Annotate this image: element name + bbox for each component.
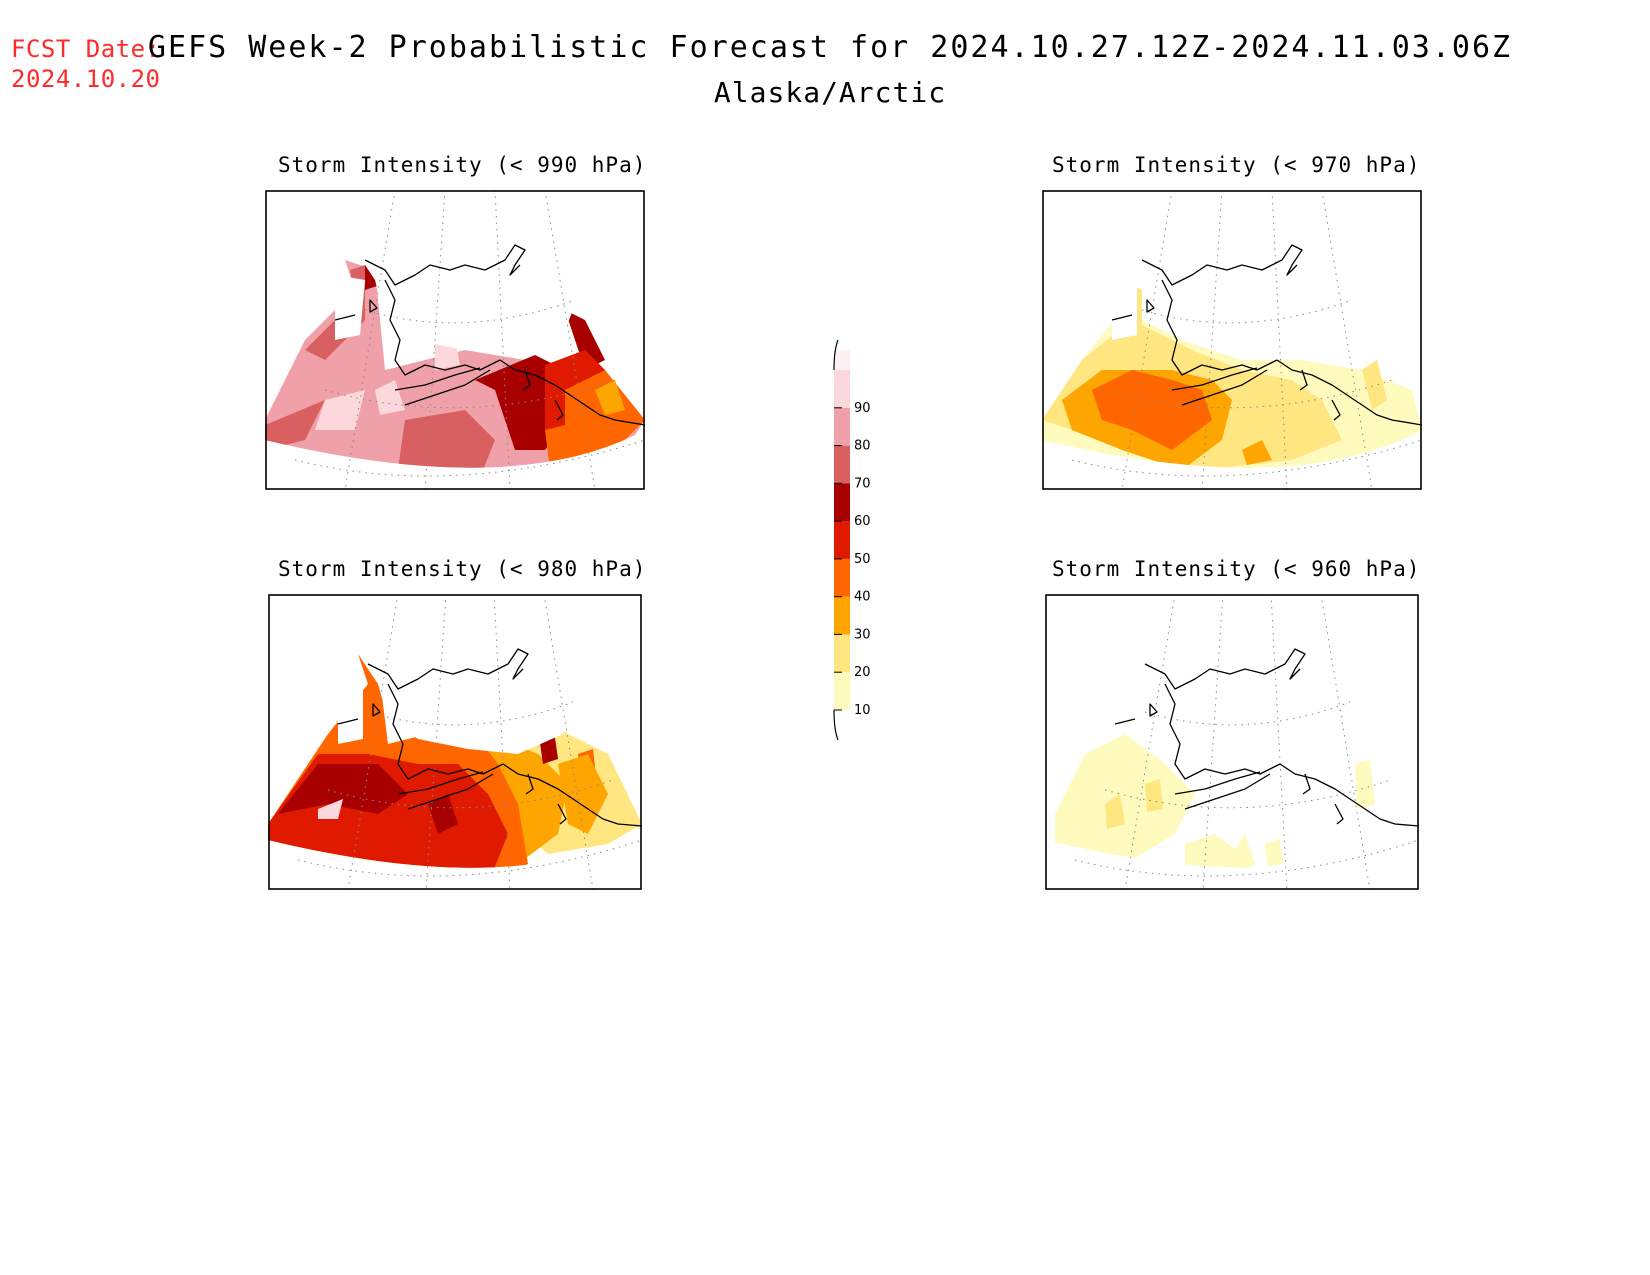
- legend-label-50: 50: [854, 552, 871, 567]
- legend-label-70: 70: [854, 476, 871, 491]
- legend-box-40: [834, 558, 850, 597]
- coastline-990: [334, 244, 645, 426]
- legend-box-10: [834, 672, 850, 710]
- panel-title-960: Storm Intensity (< 960 hPa): [1052, 557, 1421, 581]
- legend-label-20: 20: [854, 665, 871, 680]
- legend-box-80: [834, 407, 850, 446]
- legend-label-60: 60: [854, 514, 871, 529]
- probability-fill-980: [268, 654, 642, 868]
- map-panel-970: [1042, 190, 1422, 490]
- map-graticule-960: [1074, 594, 1419, 890]
- map-frame-970: [1042, 190, 1422, 490]
- map-graticule-980: [297, 594, 642, 890]
- legend-bottom-arrow: [833, 709, 839, 741]
- map-graticule-970: [1071, 190, 1422, 490]
- region-subtitle: Alaska/Arctic: [713, 76, 947, 109]
- probability-fill-960: [1055, 734, 1375, 868]
- legend-box-50: [834, 521, 850, 559]
- map-panel-960: [1045, 594, 1419, 890]
- legend-top-arrow: [833, 339, 839, 371]
- legend-labels: 10 20 30 40 50 60 70 80 90: [854, 401, 871, 718]
- legend-label-30: 30: [854, 627, 871, 642]
- legend-box-90: [834, 370, 850, 408]
- panel-title-970: Storm Intensity (< 970 hPa): [1052, 153, 1421, 177]
- coastline-980: [337, 648, 642, 827]
- panel-title-980: Storm Intensity (< 980 hPa): [278, 557, 647, 581]
- forecast-date-label: FCST Date:: [11, 35, 161, 63]
- panel-title-990: Storm Intensity (< 990 hPa): [278, 153, 647, 177]
- map-frame-990: [265, 190, 645, 490]
- page-title: GEFS Week-2 Probabilistic Forecast for 2…: [147, 30, 1513, 65]
- map-panel-990: [265, 190, 645, 490]
- coastline-960: [1114, 648, 1419, 827]
- legend-label-10: 10: [854, 703, 871, 718]
- forecast-date-value: 2024.10.20: [11, 65, 161, 93]
- legend-label-90: 90: [854, 401, 871, 416]
- map-frame-980: [268, 594, 642, 890]
- legend-box-30: [834, 596, 850, 635]
- coastline-970: [1111, 244, 1422, 426]
- legend-box-70: [834, 445, 850, 484]
- legend-label-40: 40: [854, 590, 871, 605]
- map-panel-980: [268, 594, 642, 890]
- legend-box-20: [834, 634, 850, 673]
- legend-box-60: [834, 483, 850, 522]
- probability-fill-970: [1042, 280, 1422, 468]
- legend-label-80: 80: [854, 439, 871, 454]
- legend-box-above-90: [834, 350, 850, 370]
- legend-color-bar: [834, 350, 850, 711]
- map-graticule-990: [294, 190, 645, 490]
- forecast-date-block: FCST Date: 2024.10.20: [11, 34, 161, 94]
- color-legend: 10 20 30 40 50 60 70 80 90: [833, 339, 871, 741]
- map-frame-960: [1045, 594, 1419, 890]
